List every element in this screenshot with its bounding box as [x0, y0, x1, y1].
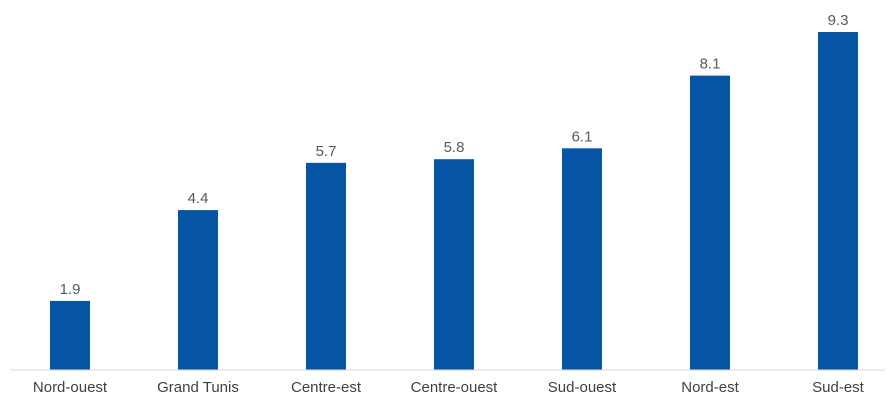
data-label: 1.9	[60, 281, 81, 298]
bar-centre-ouest	[434, 159, 474, 370]
data-label: 6.1	[572, 128, 593, 145]
bar-sud-est	[818, 32, 858, 370]
bar-nord-est	[690, 75, 730, 370]
data-label: 9.3	[828, 12, 849, 29]
data-labels-group: 1.9 4.4 5.7 5.8 6.1 8.1 9.3	[60, 12, 849, 298]
x-tick-label: Sud-ouest	[548, 379, 617, 396]
x-tick-label: Sud-est	[812, 379, 865, 396]
data-label: 5.7	[316, 143, 337, 160]
x-tick-labels-group: Nord-ouest Grand Tunis Centre-est Centre-ou…	[33, 379, 865, 396]
x-tick-label: Centre-ouest	[411, 379, 499, 396]
bar-centre-est	[306, 162, 346, 370]
data-label: 8.1	[700, 56, 721, 73]
x-tick-label: Grand Tunis	[157, 379, 239, 396]
bars-group	[50, 32, 858, 370]
data-label: 5.8	[444, 139, 465, 156]
bar-sud-ouest	[562, 148, 602, 370]
x-tick-label: Nord-est	[681, 379, 739, 396]
bar-grand-tunis	[178, 210, 218, 370]
x-tick-label: Nord-ouest	[33, 379, 108, 396]
bar-nord-ouest	[50, 300, 90, 370]
data-label: 4.4	[188, 190, 209, 207]
x-tick-label: Centre-est	[291, 379, 362, 396]
